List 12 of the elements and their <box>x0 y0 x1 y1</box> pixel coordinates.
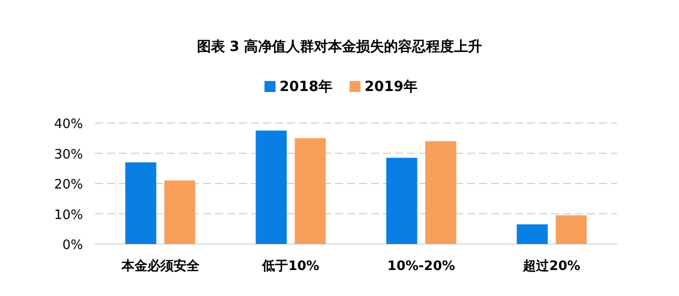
y-tick-label: 20% <box>54 178 83 192</box>
y-tick-label: 40% <box>54 117 83 132</box>
x-tick-label: 本金必须安全 <box>120 258 200 274</box>
legend-label: 2019年 <box>364 79 418 95</box>
legend-label: 2018年 <box>280 79 332 95</box>
x-tick-label: 低于10% <box>261 259 320 274</box>
x-tick-label: 超过20% <box>522 259 580 274</box>
x-tick-label: 10%-20% <box>387 259 456 274</box>
y-tick-label: 10% <box>54 208 83 223</box>
y-tick-label: 30% <box>54 147 83 162</box>
y-tick-label: 0% <box>62 238 83 253</box>
chart-title: 图表 3 高净值人群对本金损失的容忍程度上升 <box>196 38 482 55</box>
